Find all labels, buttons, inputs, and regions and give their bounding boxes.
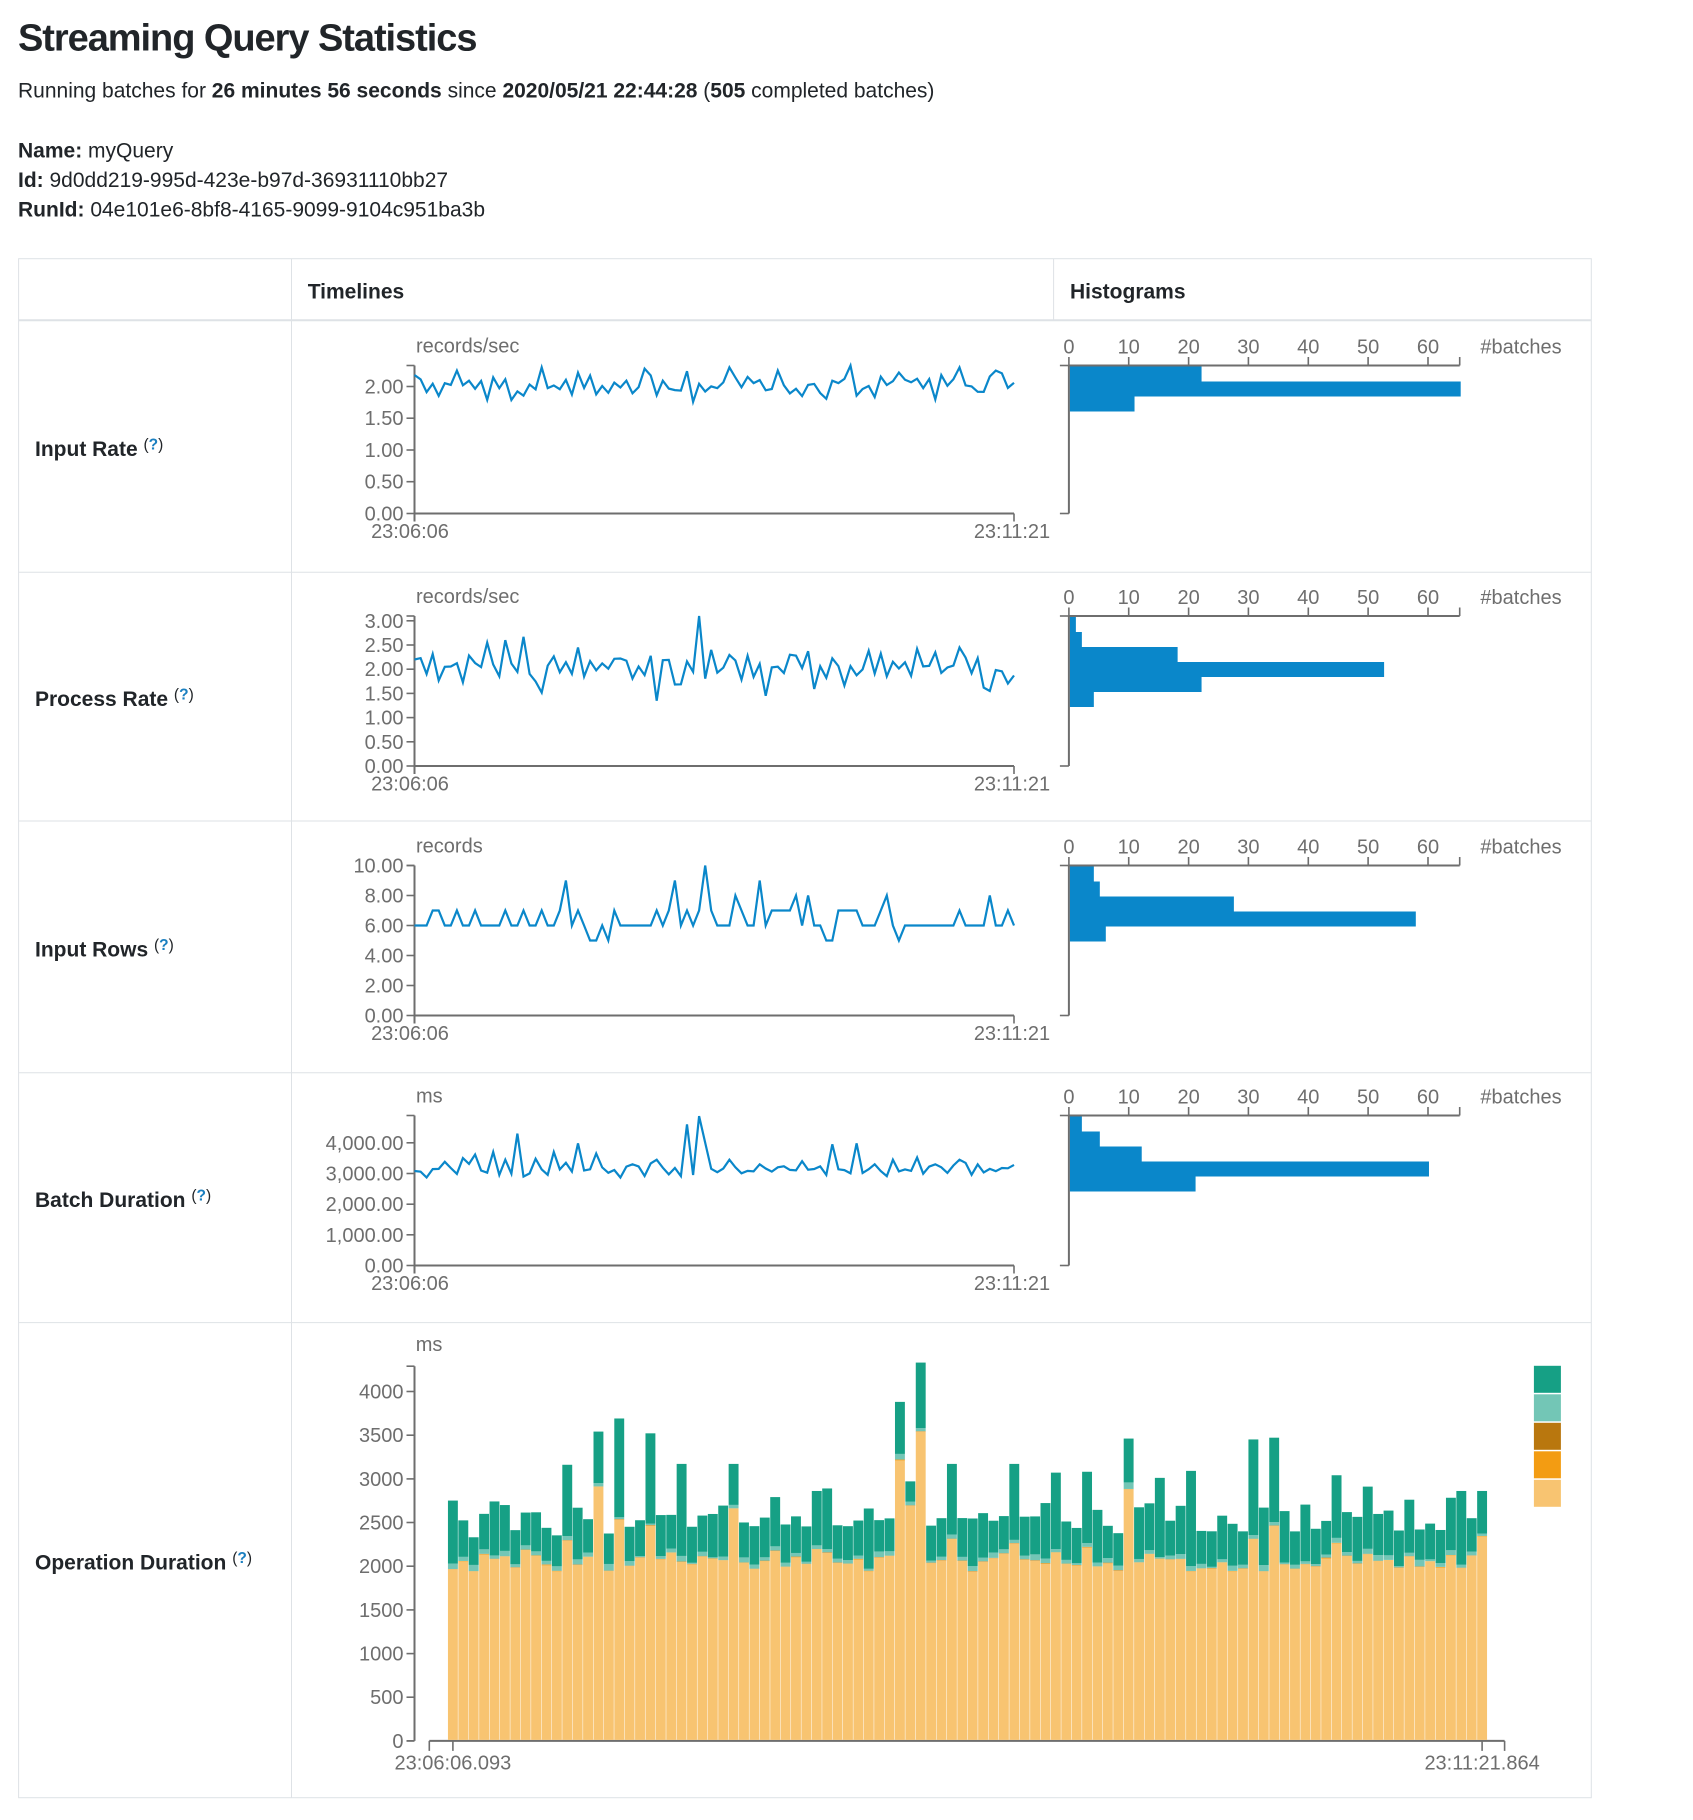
svg-text:records/sec: records/sec xyxy=(416,586,519,608)
svg-text:4000: 4000 xyxy=(359,1382,404,1404)
svg-text:RunId: 04e101e6-8bf8-4165-9099: RunId: 04e101e6-8bf8-4165-9099-9104c951b… xyxy=(18,199,485,222)
svg-text:1.00: 1.00 xyxy=(365,708,404,730)
svg-text:20: 20 xyxy=(1177,337,1199,359)
svg-text:0: 0 xyxy=(1063,1087,1074,1109)
svg-text:#batches: #batches xyxy=(1480,1087,1561,1109)
svg-text:0: 0 xyxy=(1063,587,1074,609)
svg-text:10.00: 10.00 xyxy=(353,856,403,878)
svg-text:2,000.00: 2,000.00 xyxy=(326,1194,404,1216)
svg-text:4,000.00: 4,000.00 xyxy=(326,1133,404,1155)
svg-text:30: 30 xyxy=(1237,587,1259,609)
svg-text:10: 10 xyxy=(1118,837,1140,859)
svg-text:1.50: 1.50 xyxy=(365,683,404,705)
svg-text:records/sec: records/sec xyxy=(416,336,519,358)
svg-text:0: 0 xyxy=(392,1731,403,1753)
svg-text:Process Rate (?): Process Rate (?) xyxy=(35,687,194,712)
svg-text:3,000.00: 3,000.00 xyxy=(326,1164,404,1186)
svg-text:Streaming Query Statistics: Streaming Query Statistics xyxy=(18,18,476,60)
svg-text:3500: 3500 xyxy=(359,1425,404,1447)
svg-text:1.00: 1.00 xyxy=(365,440,404,462)
svg-text:0.00: 0.00 xyxy=(365,756,404,778)
svg-text:50: 50 xyxy=(1357,1087,1379,1109)
svg-text:Input Rate (?): Input Rate (?) xyxy=(35,436,163,461)
svg-text:60: 60 xyxy=(1417,837,1439,859)
svg-text:23:11:21: 23:11:21 xyxy=(974,521,1050,543)
svg-text:40: 40 xyxy=(1297,837,1319,859)
svg-text:Histograms: Histograms xyxy=(1070,281,1186,304)
svg-text:Name: myQuery: Name: myQuery xyxy=(18,140,174,163)
svg-text:2.00: 2.00 xyxy=(365,976,404,998)
svg-text:ms: ms xyxy=(416,1086,443,1108)
svg-text:#batches: #batches xyxy=(1480,337,1561,359)
svg-text:23:11:21.864: 23:11:21.864 xyxy=(1424,1753,1539,1775)
svg-text:20: 20 xyxy=(1177,587,1199,609)
svg-text:10: 10 xyxy=(1118,587,1140,609)
svg-text:23:06:06: 23:06:06 xyxy=(371,1023,449,1045)
svg-text:10: 10 xyxy=(1118,337,1140,359)
svg-text:30: 30 xyxy=(1237,1087,1259,1109)
svg-text:50: 50 xyxy=(1357,587,1379,609)
svg-text:Input Rows (?): Input Rows (?) xyxy=(35,937,174,962)
svg-text:40: 40 xyxy=(1297,337,1319,359)
svg-text:0.50: 0.50 xyxy=(365,732,404,754)
svg-text:23:11:21: 23:11:21 xyxy=(974,1023,1050,1045)
svg-text:23:06:06: 23:06:06 xyxy=(371,521,449,543)
svg-text:0: 0 xyxy=(1063,337,1074,359)
svg-text:2000: 2000 xyxy=(359,1556,404,1578)
svg-text:0.00: 0.00 xyxy=(365,1256,404,1278)
svg-text:23:06:06.093: 23:06:06.093 xyxy=(395,1753,512,1775)
svg-text:Operation Duration (?): Operation Duration (?) xyxy=(35,1550,252,1575)
svg-text:#batches: #batches xyxy=(1480,837,1561,859)
svg-text:23:11:21: 23:11:21 xyxy=(974,774,1050,796)
svg-text:10: 10 xyxy=(1118,1087,1140,1109)
svg-text:23:06:06: 23:06:06 xyxy=(371,1273,449,1295)
svg-text:40: 40 xyxy=(1297,1087,1319,1109)
svg-text:#batches: #batches xyxy=(1480,587,1561,609)
svg-text:23:11:21: 23:11:21 xyxy=(974,1273,1050,1295)
svg-text:ms: ms xyxy=(416,1334,443,1356)
svg-text:Running batches for 26 minutes: Running batches for 26 minutes 56 second… xyxy=(18,80,934,103)
svg-text:0: 0 xyxy=(1063,837,1074,859)
svg-text:60: 60 xyxy=(1417,337,1439,359)
svg-text:Id: 9d0dd219-995d-423e-b97d-36: Id: 9d0dd219-995d-423e-b97d-36931110bb27 xyxy=(18,169,448,192)
svg-text:50: 50 xyxy=(1357,837,1379,859)
svg-text:1000: 1000 xyxy=(359,1644,404,1666)
svg-text:40: 40 xyxy=(1297,587,1319,609)
svg-text:30: 30 xyxy=(1237,837,1259,859)
svg-text:20: 20 xyxy=(1177,1087,1199,1109)
svg-text:0.00: 0.00 xyxy=(365,1006,404,1028)
svg-text:Timelines: Timelines xyxy=(308,281,405,304)
svg-text:2.50: 2.50 xyxy=(365,635,404,657)
svg-text:500: 500 xyxy=(370,1687,403,1709)
svg-text:6.00: 6.00 xyxy=(365,916,404,938)
svg-text:50: 50 xyxy=(1357,337,1379,359)
svg-text:1500: 1500 xyxy=(359,1600,404,1622)
svg-text:records: records xyxy=(416,836,483,858)
svg-text:2.00: 2.00 xyxy=(365,659,404,681)
svg-text:30: 30 xyxy=(1237,337,1259,359)
svg-text:8.00: 8.00 xyxy=(365,886,404,908)
svg-text:Batch Duration (?): Batch Duration (?) xyxy=(35,1188,211,1213)
svg-text:2.00: 2.00 xyxy=(365,377,404,399)
svg-text:0.00: 0.00 xyxy=(365,504,404,526)
svg-text:1,000.00: 1,000.00 xyxy=(326,1225,404,1247)
svg-text:0.50: 0.50 xyxy=(365,472,404,494)
svg-text:60: 60 xyxy=(1417,587,1439,609)
svg-text:1.50: 1.50 xyxy=(365,408,404,430)
svg-text:3000: 3000 xyxy=(359,1469,404,1491)
svg-text:3.00: 3.00 xyxy=(365,611,404,633)
svg-text:23:06:06: 23:06:06 xyxy=(371,774,449,796)
svg-text:2500: 2500 xyxy=(359,1513,404,1535)
svg-text:4.00: 4.00 xyxy=(365,946,404,968)
svg-text:20: 20 xyxy=(1177,837,1199,859)
svg-text:60: 60 xyxy=(1417,1087,1439,1109)
